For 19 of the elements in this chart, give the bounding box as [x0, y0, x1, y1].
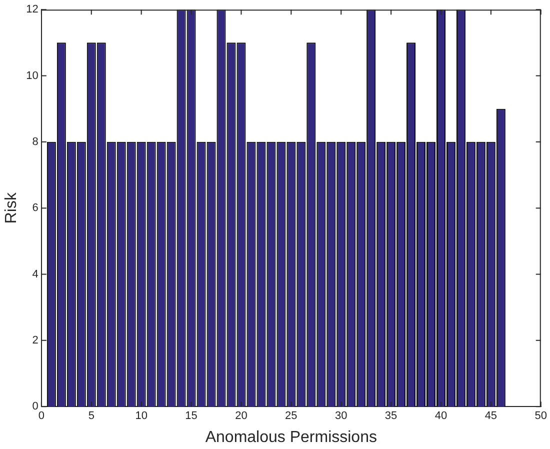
y-tick-label: 4 — [32, 268, 38, 280]
x-tick-label: 25 — [285, 410, 298, 422]
y-tick-label: 0 — [32, 400, 38, 413]
x-tick-label: 30 — [334, 410, 348, 422]
x-tick-label: 15 — [185, 410, 198, 422]
x-tick-label: 20 — [235, 410, 248, 422]
x-tick-label: 35 — [384, 410, 398, 422]
x-tick-label: 5 — [88, 410, 94, 422]
x-tick-label: 10 — [135, 410, 148, 422]
x-tick-label: 45 — [484, 410, 498, 422]
y-tick-label: 6 — [32, 202, 38, 214]
y-tick-label: 8 — [32, 136, 38, 148]
x-axis-title: Anomalous Permissions — [205, 428, 377, 446]
y-axis-title: Risk — [3, 192, 20, 224]
y-tick-label: 2 — [32, 334, 38, 346]
y-tick-label: 12 — [26, 4, 38, 16]
x-tick-label: 40 — [434, 410, 448, 422]
y-tick-label: 10 — [26, 70, 38, 82]
x-tick-label: 50 — [534, 410, 548, 422]
